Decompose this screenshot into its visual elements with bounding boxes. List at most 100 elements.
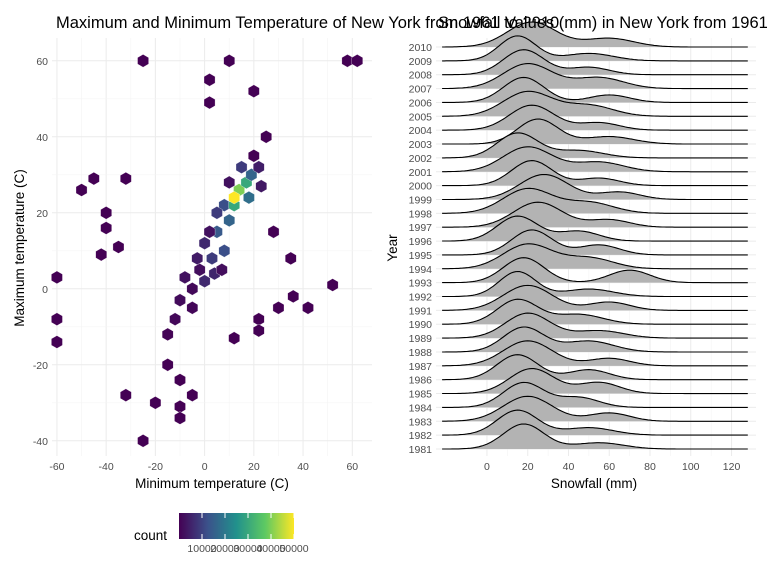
ridge-line-2010 bbox=[442, 21, 748, 48]
x-tick-label: 40 bbox=[563, 461, 575, 473]
hex-cell bbox=[100, 206, 112, 220]
ridge-line-2007 bbox=[442, 63, 748, 90]
x-tick-label: 40 bbox=[297, 461, 309, 473]
x-tick-label: 60 bbox=[346, 461, 358, 473]
hex-cell bbox=[351, 54, 363, 68]
y-tick-label: 1991 bbox=[409, 305, 433, 317]
ridge-line-1982 bbox=[442, 409, 748, 436]
ridge-area-1986 bbox=[442, 354, 748, 380]
hex-cell bbox=[179, 270, 191, 284]
ridge-area-2002 bbox=[442, 132, 748, 158]
y-tick-label: 2010 bbox=[409, 42, 433, 54]
hex-cell bbox=[51, 335, 63, 349]
ridge-line-2009 bbox=[442, 35, 748, 62]
ridgeline-y-axis-label: Year bbox=[385, 234, 400, 262]
y-tick-label: 1997 bbox=[409, 222, 433, 234]
hex-cell bbox=[203, 96, 216, 110]
hex-cell bbox=[203, 225, 216, 239]
colorbar-tick-label: 10000 bbox=[187, 543, 216, 555]
y-tick-label: 1996 bbox=[409, 236, 433, 248]
hex-cell bbox=[272, 301, 285, 315]
hex-cell bbox=[198, 274, 211, 288]
x-tick-label: 0 bbox=[202, 461, 208, 473]
hex-cell bbox=[112, 240, 125, 254]
hexbin-tick-labels: -60 -40 -20 0 20 40 60 -40 -20 0 20 40 60 bbox=[33, 56, 358, 473]
y-tick-label: 1989 bbox=[409, 333, 433, 345]
hexbin-chart-title: Maximum and Minimum Temperature of New Y… bbox=[56, 14, 559, 32]
hex-cell bbox=[88, 172, 100, 186]
y-tick-label: 1990 bbox=[409, 319, 433, 331]
y-tick-label: 40 bbox=[36, 132, 48, 144]
hex-cell bbox=[161, 327, 174, 341]
hex-cell bbox=[198, 236, 211, 250]
hex-cell bbox=[174, 400, 186, 414]
legend-title: count bbox=[134, 528, 167, 543]
colorbar-tick-label: 20000 bbox=[210, 543, 239, 555]
hex-cell bbox=[120, 388, 132, 402]
x-tick-label: 100 bbox=[682, 461, 700, 473]
ridge-line-1993 bbox=[442, 257, 748, 284]
y-tick-label: 2000 bbox=[409, 181, 433, 193]
ridge-area-2005 bbox=[442, 91, 748, 117]
ridge-line-1981 bbox=[442, 423, 748, 450]
hex-cell bbox=[253, 324, 265, 338]
ridgeline-curves bbox=[442, 21, 748, 450]
ridge-line-1996 bbox=[442, 215, 748, 242]
y-tick-label: 1999 bbox=[409, 194, 433, 206]
ridge-line-1984 bbox=[442, 381, 748, 408]
ridge-line-1983 bbox=[442, 395, 748, 422]
y-tick-label: 2007 bbox=[409, 84, 433, 96]
hex-cell bbox=[203, 73, 216, 87]
colorbar-tick-label: 30000 bbox=[233, 543, 262, 555]
hex-cell bbox=[174, 293, 186, 307]
ridge-line-1992 bbox=[442, 270, 748, 298]
y-tick-label: -20 bbox=[33, 360, 48, 372]
hex-cell bbox=[174, 411, 186, 425]
hex-cell bbox=[211, 206, 223, 220]
x-tick-label: -40 bbox=[99, 461, 114, 473]
ridge-line-1995 bbox=[442, 229, 748, 256]
hex-cell bbox=[223, 54, 235, 68]
y-tick-label: 1995 bbox=[409, 250, 433, 262]
hexbin-x-axis-label: Minimum temperature (C) bbox=[135, 476, 289, 491]
hex-cell bbox=[248, 84, 260, 98]
y-tick-label: -40 bbox=[33, 436, 48, 448]
hex-cell bbox=[191, 251, 203, 265]
hex-cell bbox=[100, 221, 112, 235]
ridge-line-1985 bbox=[442, 368, 748, 395]
y-tick-label: 60 bbox=[36, 56, 48, 68]
colorbar bbox=[179, 513, 294, 539]
ridgeline-x-axis-label: Snowfall (mm) bbox=[551, 476, 637, 491]
y-tick-label: 1982 bbox=[409, 430, 433, 442]
x-tick-label: 80 bbox=[644, 461, 656, 473]
ridgeline-chart-title: Snowfall Values (mm) in New York from 19… bbox=[438, 14, 768, 32]
ridge-area-1992 bbox=[442, 271, 748, 297]
ridge-line-1991 bbox=[442, 284, 748, 311]
ridge-line-2001 bbox=[442, 146, 748, 173]
hex-cell bbox=[186, 388, 199, 402]
hex-cell bbox=[260, 130, 272, 144]
x-tick-label: 120 bbox=[723, 461, 741, 473]
ridge-line-2004 bbox=[442, 104, 748, 131]
hex-cell bbox=[267, 225, 280, 239]
hex-cell bbox=[285, 251, 297, 265]
hex-cell bbox=[174, 373, 186, 387]
colorbar-tick-label: 40000 bbox=[256, 543, 285, 555]
hexbin-y-axis-label: Maximum temperature (C) bbox=[12, 169, 27, 327]
x-tick-label: 20 bbox=[248, 461, 260, 473]
ridge-line-1999 bbox=[442, 173, 748, 201]
y-tick-label: 1987 bbox=[409, 361, 433, 373]
hex-cell bbox=[51, 312, 63, 326]
hex-cell bbox=[75, 183, 88, 197]
ridge-line-2000 bbox=[442, 160, 748, 187]
ridge-line-1994 bbox=[442, 243, 748, 270]
x-tick-label: 0 bbox=[484, 461, 490, 473]
y-tick-label: 20 bbox=[36, 208, 48, 220]
hex-cell bbox=[95, 248, 107, 262]
ridge-area-1998 bbox=[442, 188, 748, 214]
ridge-line-1987 bbox=[442, 340, 748, 367]
hex-cell bbox=[120, 172, 132, 186]
y-tick-label: 1983 bbox=[409, 416, 433, 428]
y-tick-label: 1981 bbox=[409, 444, 433, 456]
